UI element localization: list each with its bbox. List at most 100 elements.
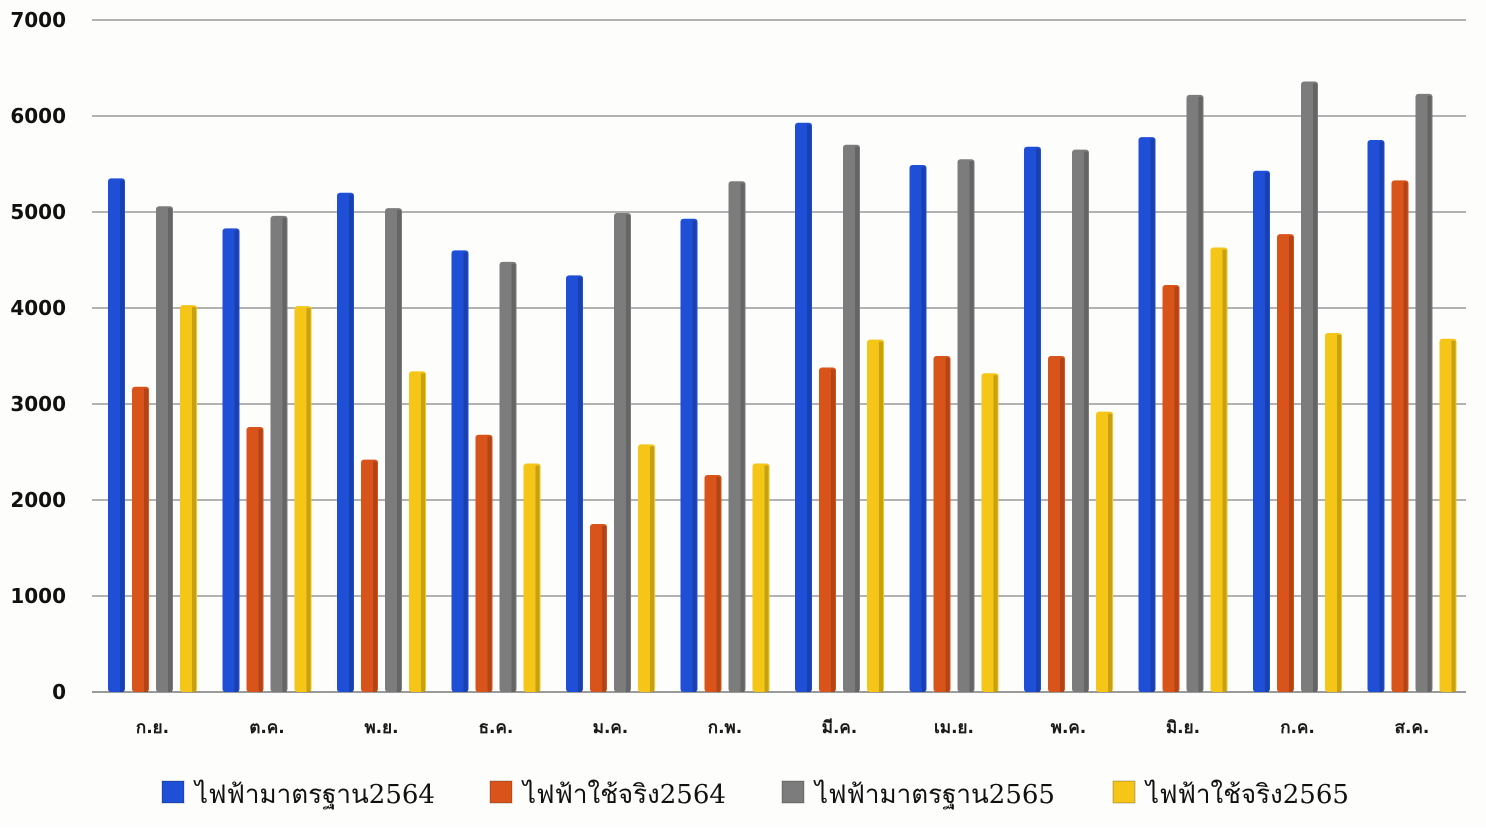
bar bbox=[819, 367, 836, 692]
x-tick-label: เม.ย. bbox=[934, 718, 974, 738]
bar-shade bbox=[258, 429, 263, 692]
bar-shade bbox=[692, 220, 697, 692]
bar-shade bbox=[993, 375, 998, 692]
bar-shade bbox=[921, 166, 926, 692]
x-tick-label: ส.ค. bbox=[1395, 718, 1430, 738]
bar-shade bbox=[1036, 148, 1040, 693]
x-tick-label: ธ.ค. bbox=[479, 718, 514, 738]
y-tick-label: 7000 bbox=[10, 8, 66, 32]
y-tick-label: 6000 bbox=[10, 104, 66, 128]
bar-shade bbox=[1174, 286, 1179, 692]
bar-shade bbox=[1108, 413, 1112, 692]
x-tick-label: ก.ย. bbox=[136, 718, 169, 738]
bar bbox=[180, 305, 197, 692]
x-tick-label: ก.พ. bbox=[708, 718, 742, 738]
bar bbox=[1439, 338, 1457, 692]
y-tick-label: 5000 bbox=[10, 200, 66, 224]
bar-shade bbox=[511, 263, 516, 692]
bar bbox=[270, 215, 288, 692]
bar bbox=[1277, 234, 1294, 692]
bar bbox=[132, 386, 149, 692]
bar-shade bbox=[120, 180, 124, 692]
bar bbox=[1024, 146, 1041, 693]
bar bbox=[451, 250, 469, 692]
bar bbox=[867, 339, 884, 692]
bar bbox=[933, 356, 951, 692]
bar-shade bbox=[349, 194, 353, 693]
bar bbox=[590, 524, 607, 692]
bar bbox=[1072, 149, 1089, 693]
bar bbox=[728, 181, 746, 692]
bar-shade bbox=[306, 308, 311, 692]
legend-swatch bbox=[1112, 780, 1136, 804]
bar-shade bbox=[807, 124, 811, 693]
bar-shade bbox=[1379, 142, 1384, 692]
legend-label: ไฟฟ้ามาตรฐาน2565 bbox=[813, 779, 1055, 810]
bar bbox=[795, 122, 812, 693]
bar-shade bbox=[1198, 96, 1203, 692]
bar-shade bbox=[740, 183, 745, 692]
bar-shade bbox=[168, 208, 172, 693]
bar-shade bbox=[1337, 334, 1341, 692]
bar bbox=[1415, 93, 1433, 693]
bar-shade bbox=[1289, 236, 1293, 692]
legend-label: ไฟฟ้าใช้จริง2565 bbox=[1144, 779, 1349, 810]
bar bbox=[909, 164, 927, 692]
bar bbox=[222, 228, 240, 692]
bar bbox=[409, 371, 426, 692]
bar-shade bbox=[945, 358, 950, 692]
bar-shade bbox=[234, 230, 239, 692]
x-tick-label: ก.ค. bbox=[1280, 718, 1315, 738]
legend-swatch bbox=[161, 780, 185, 804]
x-tick-label: พ.ค. bbox=[1051, 718, 1087, 738]
bar bbox=[1186, 94, 1204, 692]
y-tick-label: 1000 bbox=[10, 584, 66, 608]
bar bbox=[1301, 81, 1318, 692]
bar bbox=[1391, 180, 1409, 692]
bar-shade bbox=[1403, 182, 1408, 692]
legend-swatch bbox=[781, 780, 805, 804]
bar-shade bbox=[373, 461, 377, 692]
bar bbox=[1048, 356, 1065, 692]
bar bbox=[1325, 332, 1342, 692]
x-tick-label: ม.ค. bbox=[593, 718, 629, 738]
bar-shade bbox=[397, 210, 401, 692]
bar bbox=[1367, 140, 1385, 692]
bar-shade bbox=[716, 477, 721, 692]
bar bbox=[957, 159, 975, 692]
bar bbox=[385, 208, 402, 692]
legend-label: ไฟฟ้าใช้จริง2564 bbox=[521, 779, 726, 810]
bar-shade bbox=[626, 214, 630, 692]
bar-shade bbox=[1427, 95, 1432, 693]
bar-shade bbox=[855, 146, 859, 693]
x-tick-label: พ.ย. bbox=[364, 718, 398, 738]
bar bbox=[981, 373, 999, 692]
bar bbox=[638, 444, 655, 692]
bar-shade bbox=[192, 307, 196, 692]
bar bbox=[1210, 247, 1228, 692]
bar bbox=[499, 261, 517, 692]
legend: ไฟฟ้ามาตรฐาน2564 ไฟฟ้าใช้จริง2564 ไฟฟ้ามาต… bbox=[161, 779, 1349, 810]
bar bbox=[361, 459, 378, 692]
bar-shade bbox=[487, 436, 492, 692]
bar bbox=[523, 463, 541, 692]
x-tick-label: มิ.ย. bbox=[1166, 718, 1200, 738]
y-tick-label: 3000 bbox=[10, 392, 66, 416]
bar-shade bbox=[578, 277, 582, 692]
bar-shade bbox=[831, 369, 835, 692]
bar bbox=[1096, 411, 1113, 692]
bar-shade bbox=[602, 526, 606, 692]
bar-shade bbox=[1060, 358, 1064, 692]
bar bbox=[294, 306, 312, 692]
bar-shade bbox=[1222, 249, 1227, 692]
bar-shade bbox=[1084, 151, 1088, 693]
bar bbox=[475, 434, 493, 692]
x-tick-label: ต.ค. bbox=[249, 718, 284, 738]
x-axis-tick-labels: ก.ย. ต.ค. พ.ย. ธ.ค. ม.ค. ก.พ. มี.ค. เม.ย. พ.ค. มิ… bbox=[136, 717, 1429, 738]
bar bbox=[843, 144, 860, 693]
bar bbox=[752, 463, 770, 692]
bar-shade bbox=[1451, 340, 1456, 692]
bar-shade bbox=[969, 161, 974, 692]
bar bbox=[614, 212, 631, 692]
